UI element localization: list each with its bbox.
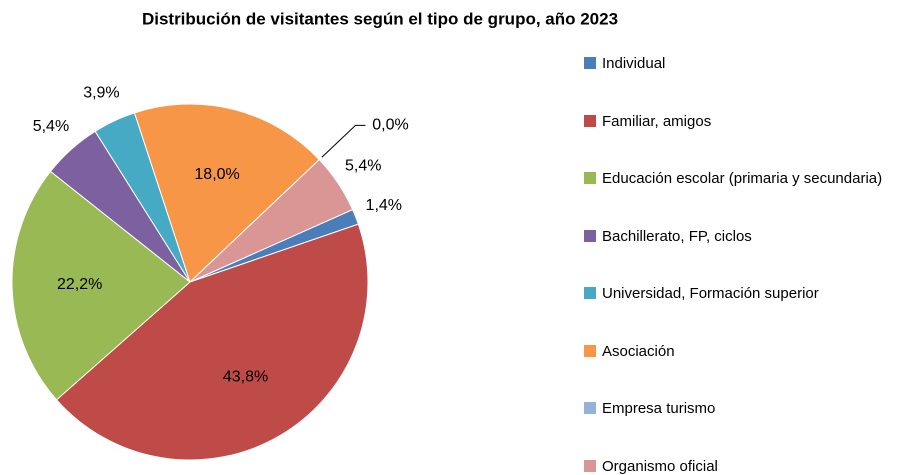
legend-item: Empresa turismo bbox=[584, 398, 924, 419]
legend-swatch bbox=[584, 402, 596, 414]
legend-item: Familiar, amigos bbox=[584, 111, 924, 132]
data-label: 22,2% bbox=[57, 276, 102, 293]
legend-item: Asociación bbox=[584, 341, 924, 362]
data-label: 5,4% bbox=[345, 158, 381, 175]
legend-item: Organismo oficial bbox=[584, 456, 924, 475]
data-label: 5,4% bbox=[33, 118, 69, 135]
legend-swatch bbox=[584, 287, 596, 299]
data-label: 43,8% bbox=[223, 369, 268, 386]
legend-label: Empresa turismo bbox=[602, 400, 716, 417]
chart-title: Distribución de visitantes según el tipo… bbox=[142, 9, 618, 28]
pie-slice bbox=[11, 170, 191, 401]
legend-item: Educación escolar (primaria y secundaria… bbox=[584, 168, 924, 189]
legend-label: Organismo oficial bbox=[602, 457, 718, 475]
data-label: 18,0% bbox=[194, 166, 239, 183]
legend-item: Universidad, Formación superior bbox=[584, 283, 924, 304]
legend-label: Individual bbox=[602, 55, 666, 72]
pie-slice bbox=[55, 223, 369, 461]
legend-item: Individual bbox=[584, 53, 924, 74]
legend-swatch bbox=[584, 344, 596, 357]
data-label: 0,0% bbox=[372, 117, 408, 134]
legend-swatch bbox=[584, 172, 596, 184]
legend-item: Bachillerato, FP, ciclos bbox=[584, 226, 924, 247]
pie-slice bbox=[133, 103, 320, 283]
pie-slice bbox=[189, 158, 354, 283]
data-label: 3,9% bbox=[83, 85, 119, 102]
data-label: 1,4% bbox=[366, 197, 402, 214]
legend-label: Familiar, amigos bbox=[602, 112, 712, 130]
legend-label: Asociación bbox=[602, 342, 675, 360]
legend-swatch bbox=[584, 114, 596, 127]
legend-swatch bbox=[584, 459, 596, 472]
legend-label: Universidad, Formación superior bbox=[602, 285, 819, 302]
legend-label: Educación escolar (primaria y secundaria… bbox=[602, 170, 883, 187]
legend-label: Bachillerato, FP, ciclos bbox=[602, 227, 752, 245]
legend-swatch bbox=[584, 229, 596, 242]
legend-swatch bbox=[584, 57, 596, 69]
leader-line bbox=[321, 124, 366, 158]
